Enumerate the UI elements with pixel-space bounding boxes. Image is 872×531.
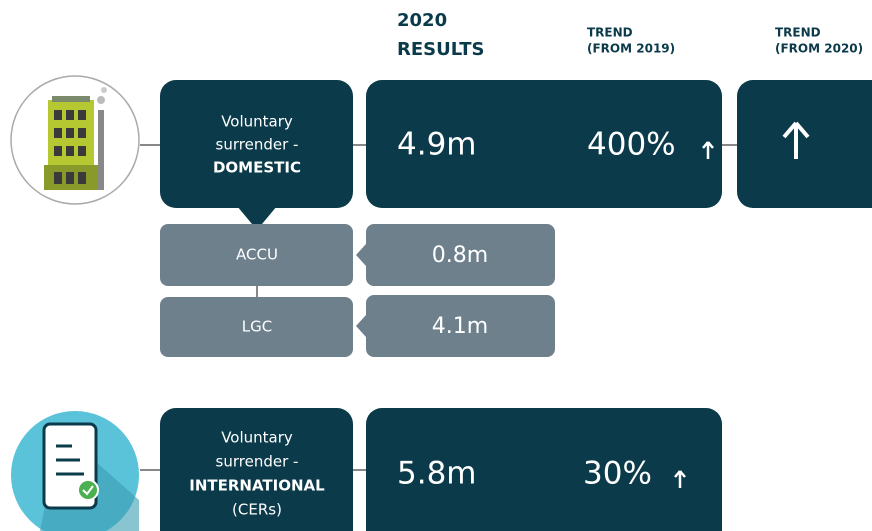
sub-label-box [160, 224, 353, 286]
sub-result-box [356, 295, 555, 357]
pointer [237, 206, 277, 230]
result-box [366, 408, 722, 531]
sub-result-box [356, 224, 555, 286]
sub-result: 4.1m [432, 314, 488, 339]
sub-result: 0.8m [432, 243, 488, 268]
result: 4.9m [397, 127, 477, 163]
sub-label: LGC [242, 318, 272, 336]
up-arrow [674, 470, 686, 488]
sub-label-box [160, 297, 353, 357]
header: (FROM 2020) [775, 42, 863, 56]
result: 5.8m [397, 456, 477, 492]
header: TREND [587, 26, 633, 40]
up-arrow [782, 121, 810, 159]
up-arrow [702, 141, 714, 159]
building-icon [10, 75, 140, 205]
label: DOMESTIC [213, 159, 301, 177]
label-box [160, 80, 353, 208]
label: INTERNATIONAL [189, 477, 325, 495]
label: (CERs) [232, 501, 282, 519]
label: surrender - [216, 136, 299, 154]
trend-box [737, 80, 872, 208]
scroll-icon [11, 411, 139, 531]
header: RESULTS [397, 39, 484, 60]
label-box [160, 408, 353, 531]
label: surrender - [216, 453, 299, 471]
trend: 30% [583, 456, 652, 492]
header: TREND [775, 26, 821, 40]
header: 2020 [397, 10, 447, 31]
header: (FROM 2019) [587, 42, 675, 56]
sub-label: ACCU [236, 246, 278, 264]
result-box [366, 80, 722, 208]
label: Voluntary [221, 429, 293, 447]
label: Voluntary [221, 113, 293, 131]
trend: 400% [587, 127, 676, 163]
